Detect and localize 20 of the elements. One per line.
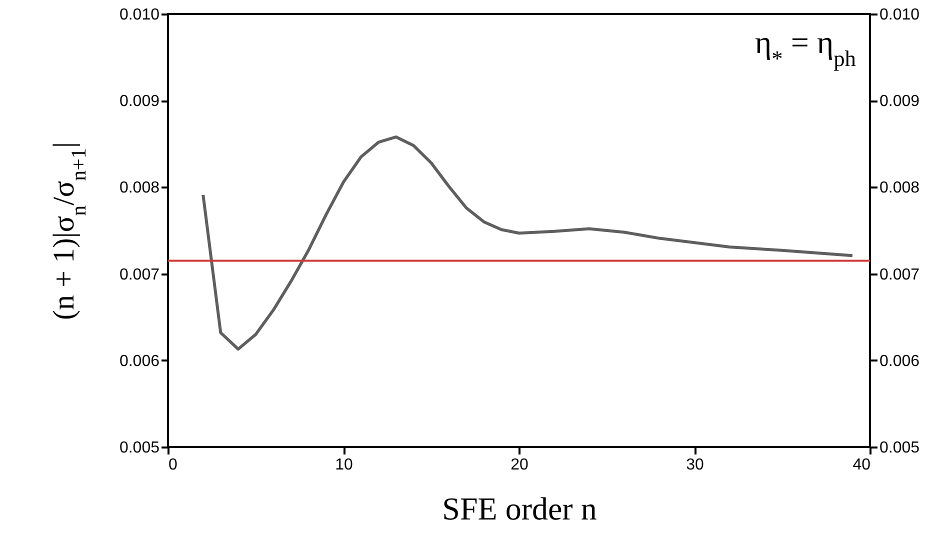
x-tick-label: 0 — [168, 456, 178, 474]
x-axis-title: SFE order n — [442, 490, 597, 526]
x-tick-label: 10 — [335, 456, 353, 474]
x-tick-label: 20 — [510, 456, 528, 474]
y-tick-label: 0.009 — [119, 93, 160, 110]
y2-tick-label: 0.006 — [880, 352, 920, 370]
y2-tick-label: 0.005 — [880, 440, 920, 456]
y-tick-label: 0.007 — [119, 266, 160, 284]
line-series — [202, 135, 854, 351]
annotation: η$_{*}$ = η$_{ph}$ — [754, 24, 856, 70]
y2-tick-label: 0.008 — [880, 180, 920, 197]
y2-tick-label: 0.010 — [880, 6, 920, 24]
y2-tick-label: 0.009 — [880, 93, 920, 110]
y-tick-label: 0.008 — [119, 180, 160, 197]
x-tick-label: 30 — [686, 456, 704, 474]
y2-tick-label: 0.007 — [880, 266, 920, 284]
y-tick-label: 0.005 — [119, 440, 160, 456]
y-tick-label: 0.010 — [119, 6, 160, 24]
y-tick-label: 0.006 — [119, 352, 160, 370]
x-tick-label: 40 — [852, 456, 871, 474]
